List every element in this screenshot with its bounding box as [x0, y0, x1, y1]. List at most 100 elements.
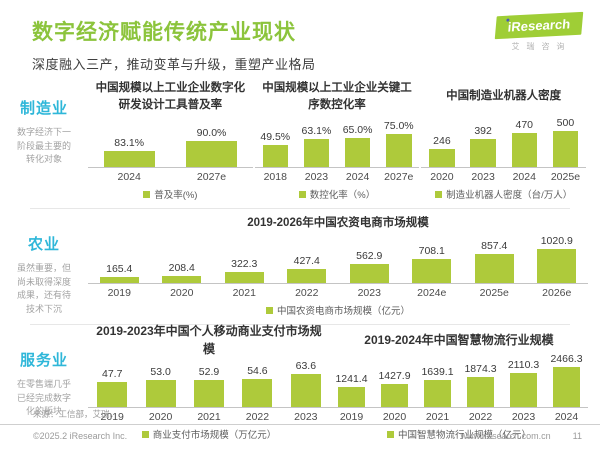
bar-column: 2466.3 [545, 353, 588, 407]
bar [224, 272, 264, 283]
x-tick-label: 2019 [100, 411, 124, 423]
bar-column: 65.0% [337, 124, 378, 167]
x-tick-label: 2023 [471, 171, 495, 183]
bar-value-label: 75.0% [383, 120, 414, 132]
chart-cnc-rate: 中国规模以上工业企业关键工序数控化率 49.5% 63.1% 65.0% 75.0% … [254, 79, 420, 201]
bar-column: 392 [463, 125, 504, 167]
sidebar-label: 服务业 [19, 352, 68, 369]
bar [194, 380, 225, 407]
bar-value-label: 90.0% [196, 127, 227, 139]
bar [553, 367, 580, 407]
plot-area: 49.5% 63.1% 65.0% 75.0% [254, 115, 420, 168]
bar-column: 1874.3 [459, 363, 502, 407]
x-tick-label: 2027e [196, 171, 227, 183]
row-manufacturing: 制造业 数字经济下一阶段最主要的转化对象 中国规模以上工业企业数字化研发设计工具… [0, 79, 600, 201]
bar [537, 249, 577, 283]
sidebar-services: 服务业 在零售端几乎已经完成数字化的版块 [0, 331, 88, 441]
page-number: 11 [572, 431, 582, 441]
bar [552, 131, 579, 167]
bar-column: 90.0% [170, 127, 252, 167]
bar [338, 387, 365, 407]
bar-column: 1020.9 [526, 235, 589, 283]
bar [103, 151, 155, 167]
page-subtitle: 深度融入三产，推动变革与升级，重塑产业格局 [32, 57, 316, 72]
chart-title: 中国规模以上工业企业数字化研发设计工具普及率 [95, 81, 246, 111]
x-tick-label: 2018 [263, 171, 287, 183]
bar [287, 269, 327, 283]
bar-column: 53.0 [136, 366, 184, 407]
bar-value-label: 83.1% [114, 137, 145, 149]
charts-agriculture: 2019-2026年中国农资电商市场规模 165.4 208.4 322.3 427.… [88, 215, 600, 317]
x-tick-label: 2024 [345, 171, 370, 183]
legend-marker [386, 430, 394, 438]
chart-robot-density: 中国制造业机器人密度 246 392 470 500 2020 2023 2024 2025… [421, 79, 587, 201]
bar-value-label: 49.5% [260, 131, 291, 143]
bar-column: 208.4 [151, 262, 214, 283]
copyright: ©2025.2 iResearch Inc. [33, 431, 128, 441]
bar-value-label: 857.4 [481, 240, 508, 252]
bar [303, 139, 330, 167]
bar-column: 708.1 [401, 245, 464, 283]
bar-column: 165.4 [88, 263, 151, 283]
chart-title: 2019-2023年中国个人移动商业支付市场规模 [96, 324, 322, 356]
bar-column: 322.3 [213, 258, 276, 283]
x-axis: 2018 2023 2024 2027e [255, 168, 420, 183]
plot-area: 246 392 470 500 [421, 115, 587, 168]
x-tick-label: 2021 [232, 287, 256, 299]
bar [290, 374, 321, 407]
bar [510, 373, 537, 407]
bar-value-label: 65.0% [342, 124, 373, 136]
sidebar-desc: 数字经济下一阶段最主要的转化对象 [16, 127, 71, 164]
bar [349, 264, 389, 283]
bar-column: 1427.9 [373, 370, 416, 407]
legend-marker [265, 306, 273, 314]
source-note: 来源：工信部，艾瑞。 [33, 409, 119, 419]
bar-value-label: 63.6 [295, 360, 317, 372]
x-tick-label: 2020 [170, 287, 194, 299]
bar-value-label: 562.9 [356, 250, 383, 262]
legend: 商业支付市场规模（万亿元） [88, 427, 330, 441]
bar-value-label: 63.1% [301, 125, 332, 137]
legend-marker [435, 190, 443, 198]
legend-label: 商业支付市场规模（万亿元） [152, 430, 277, 441]
bar [470, 139, 496, 167]
website-link[interactable]: www.iresearch.com.cn [460, 431, 551, 441]
bar-value-label: 2110.3 [507, 359, 540, 371]
bar [145, 380, 176, 407]
x-tick-label: 2024 [554, 411, 579, 423]
x-tick-label: 2024 [117, 171, 141, 183]
legend: 中国农资电商市场规模（亿元） [88, 303, 588, 317]
legend-marker [141, 430, 149, 438]
x-tick-label: 2024 [512, 171, 536, 183]
x-tick-label: 2023 [357, 287, 381, 299]
x-tick-label: 2025e [550, 171, 581, 183]
x-axis: 2024 2027e [88, 168, 253, 183]
chart-title: 中国制造业机器人密度 [446, 90, 562, 103]
x-axis: 2019 2020 2021 2022 2023 [88, 408, 330, 423]
x-tick-label: 2022 [295, 287, 319, 299]
page-footer: 来源：工信部，艾瑞。 ©2025.2 iResearch Inc. www.ir… [0, 408, 600, 449]
bar-value-label: 53.0 [150, 366, 171, 378]
chart-agri-ecommerce: 2019-2026年中国农资电商市场规模 165.4 208.4 322.3 427.… [88, 215, 588, 317]
x-tick-label: 2022 [468, 411, 493, 423]
plot-area: 1241.4 1427.9 1639.1 1874.3 2110.3 2466.3 [330, 349, 588, 408]
bar-column: 427.4 [276, 255, 339, 283]
iresearch-logo-mark: iResearch [494, 11, 584, 40]
bar-value-label: 208.4 [168, 262, 195, 274]
x-tick-label: 2026e [542, 287, 572, 299]
x-tick-label: 2021 [197, 411, 221, 423]
legend-marker [143, 190, 151, 198]
footer-right: www.iresearch.com.cn 11 [461, 431, 582, 441]
bar [386, 134, 412, 167]
page-header: 数字经济赋能传统产业现状 深度融入三产，推动变革与升级，重塑产业格局 iRese… [0, 0, 600, 73]
bar-column: 75.0% [378, 120, 419, 167]
x-tick-label: 2025e [479, 287, 509, 299]
chart-smart-logistics: 2019-2024年中国智慧物流行业规模 1241.4 1427.9 1639.1 1… [330, 331, 588, 441]
footer-row: ©2025.2 iResearch Inc. www.iresearch.com… [0, 425, 600, 449]
bar-column: 52.9 [185, 366, 233, 407]
footer-divider [0, 424, 600, 425]
bar-value-label: 2466.3 [550, 353, 583, 365]
x-tick-label: 2023 [511, 411, 536, 423]
x-tick-label: 2021 [425, 411, 450, 423]
x-tick-label: 2023 [304, 171, 329, 183]
